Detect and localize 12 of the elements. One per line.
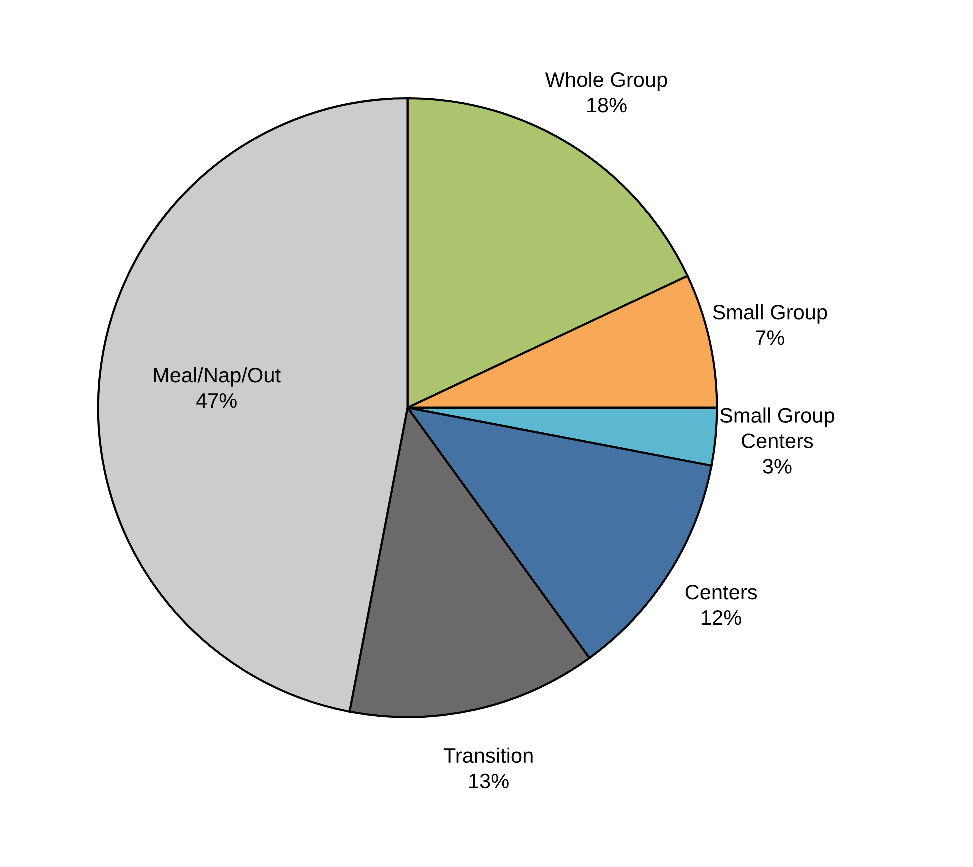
slice-label: Small Group <box>713 304 828 324</box>
data-label: 18% <box>587 98 627 113</box>
slice-label: Small Group Centers <box>720 408 834 448</box>
data-label: 7% <box>756 330 784 346</box>
data-label: 47% <box>196 394 237 408</box>
data-label: 12% <box>702 610 742 626</box>
slice-label: Transition <box>444 748 533 764</box>
slice-label: Meal/Nap/Out <box>154 367 281 387</box>
data-label: 13% <box>470 774 509 789</box>
slice-label: Centers <box>686 584 758 600</box>
data-label: 3% <box>763 459 792 474</box>
slice-label: Whole Group <box>545 72 668 92</box>
